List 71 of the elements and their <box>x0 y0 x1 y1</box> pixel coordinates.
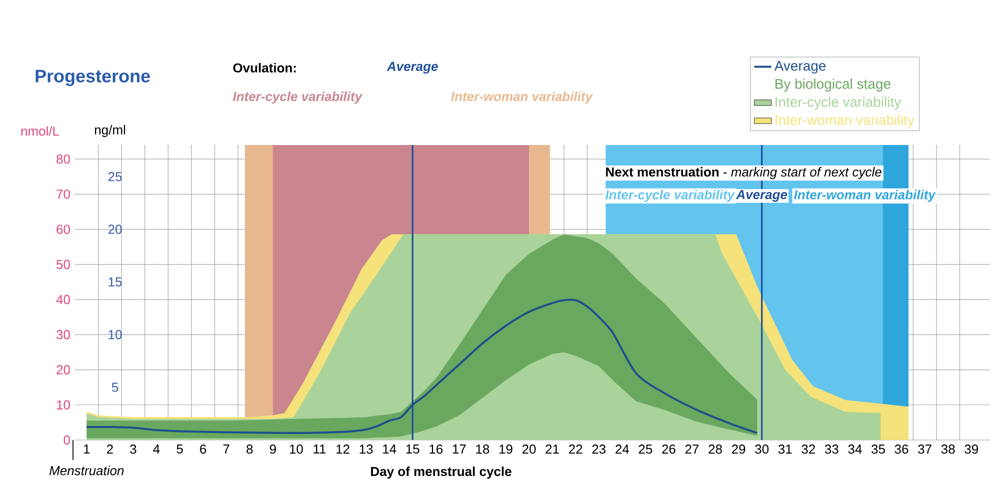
x-tick-label: 28 <box>708 444 722 454</box>
band-label: Inter-cycle variability <box>605 190 736 202</box>
x-tick-label: 15 <box>406 444 420 454</box>
x-tick-label: 11 <box>314 444 326 454</box>
x-tick-label: 21 <box>546 444 559 454</box>
x-tick-label: 37 <box>918 444 932 454</box>
y2-tick-label: 5 <box>112 382 118 392</box>
x-tick-label: 14 <box>383 444 396 454</box>
y-tick-label: 10 <box>56 400 70 410</box>
legend-label: Inter-cycle variability <box>776 96 902 110</box>
band-label: Inter-cycle variability <box>232 92 363 104</box>
y2-axis-title: ng/ml <box>94 124 126 138</box>
y-tick-label: 0 <box>64 435 70 445</box>
x-tick-label: 16 <box>430 444 443 454</box>
x-tick-label: 5 <box>176 444 183 454</box>
y-tick-label: 70 <box>56 190 70 199</box>
band-label: Inter-woman variability <box>794 190 936 202</box>
x-tick-label: 31 <box>778 444 792 454</box>
y2-tick-label: 20 <box>108 224 122 234</box>
x-tick-label: 20 <box>522 444 536 454</box>
x-tick-label: 12 <box>336 444 350 454</box>
x-tick-label: 13 <box>360 444 373 454</box>
chart-title: Progesterone <box>36 70 150 86</box>
x-tick-label: 38 <box>941 444 955 454</box>
legend-label: Average <box>774 61 826 74</box>
x-tick-label: 29 <box>732 444 746 454</box>
x-tick-label: 1 <box>84 444 90 454</box>
x-tick-label: 19 <box>499 444 512 454</box>
x-tick-label: 35 <box>872 444 885 454</box>
y2-tick-label: 10 <box>108 330 122 340</box>
text: Menstruation <box>49 466 124 476</box>
y2-tick-label: 25 <box>108 172 122 182</box>
x-tick-label: 7 <box>223 444 230 454</box>
x-tick-label: 2 <box>106 444 113 454</box>
y-tick-label: 60 <box>56 224 70 234</box>
x-tick-label: 25 <box>638 444 652 454</box>
x-tick-label: 32 <box>802 444 815 454</box>
x-tick-label: 17 <box>452 444 466 454</box>
y-axis-title: nmol/L <box>21 126 60 136</box>
text: Ovulation: <box>233 62 296 73</box>
ref-line-label: Average <box>736 190 788 202</box>
x-tick-label: 26 <box>662 444 676 454</box>
x-tick-label: 6 <box>200 444 206 454</box>
x-tick-label: 10 <box>290 444 303 454</box>
y-tick-label: 50 <box>56 260 70 270</box>
line-series <box>86 298 758 434</box>
x-tick-label: 27 <box>685 444 699 454</box>
x-tick-label: 24 <box>616 444 629 454</box>
x-tick-label: 23 <box>592 444 606 454</box>
y-tick-label: 30 <box>56 330 70 340</box>
x-tick-label: 8 <box>246 444 253 454</box>
x-tick-label: 33 <box>824 444 838 454</box>
y-tick-label: 80 <box>56 154 70 164</box>
y2-tick-label: 15 <box>108 277 122 286</box>
x-tick-label: 36 <box>894 444 908 454</box>
legend-label: Inter-woman variability <box>776 114 914 128</box>
text: By biological stage <box>775 78 890 92</box>
x-tick-label: 3 <box>130 444 136 454</box>
x-tick-label: 22 <box>569 444 582 454</box>
x-tick-label: 34 <box>848 444 862 454</box>
y-tick-label: 20 <box>56 365 70 374</box>
ref-line-label: Average <box>386 62 438 74</box>
x-axis-title: Day of menstrual cycle <box>371 466 512 479</box>
x-tick-label: 4 <box>153 444 160 454</box>
x-tick-label: 30 <box>755 444 769 454</box>
annotation: Next menstruation - marking start of next cycle <box>606 167 882 180</box>
band-label: Inter-woman variability <box>451 92 594 104</box>
x-tick-label: 39 <box>964 444 978 454</box>
x-tick-label: 9 <box>270 444 276 454</box>
x-tick-label: 18 <box>476 444 490 454</box>
y-tick-label: 40 <box>56 294 70 304</box>
